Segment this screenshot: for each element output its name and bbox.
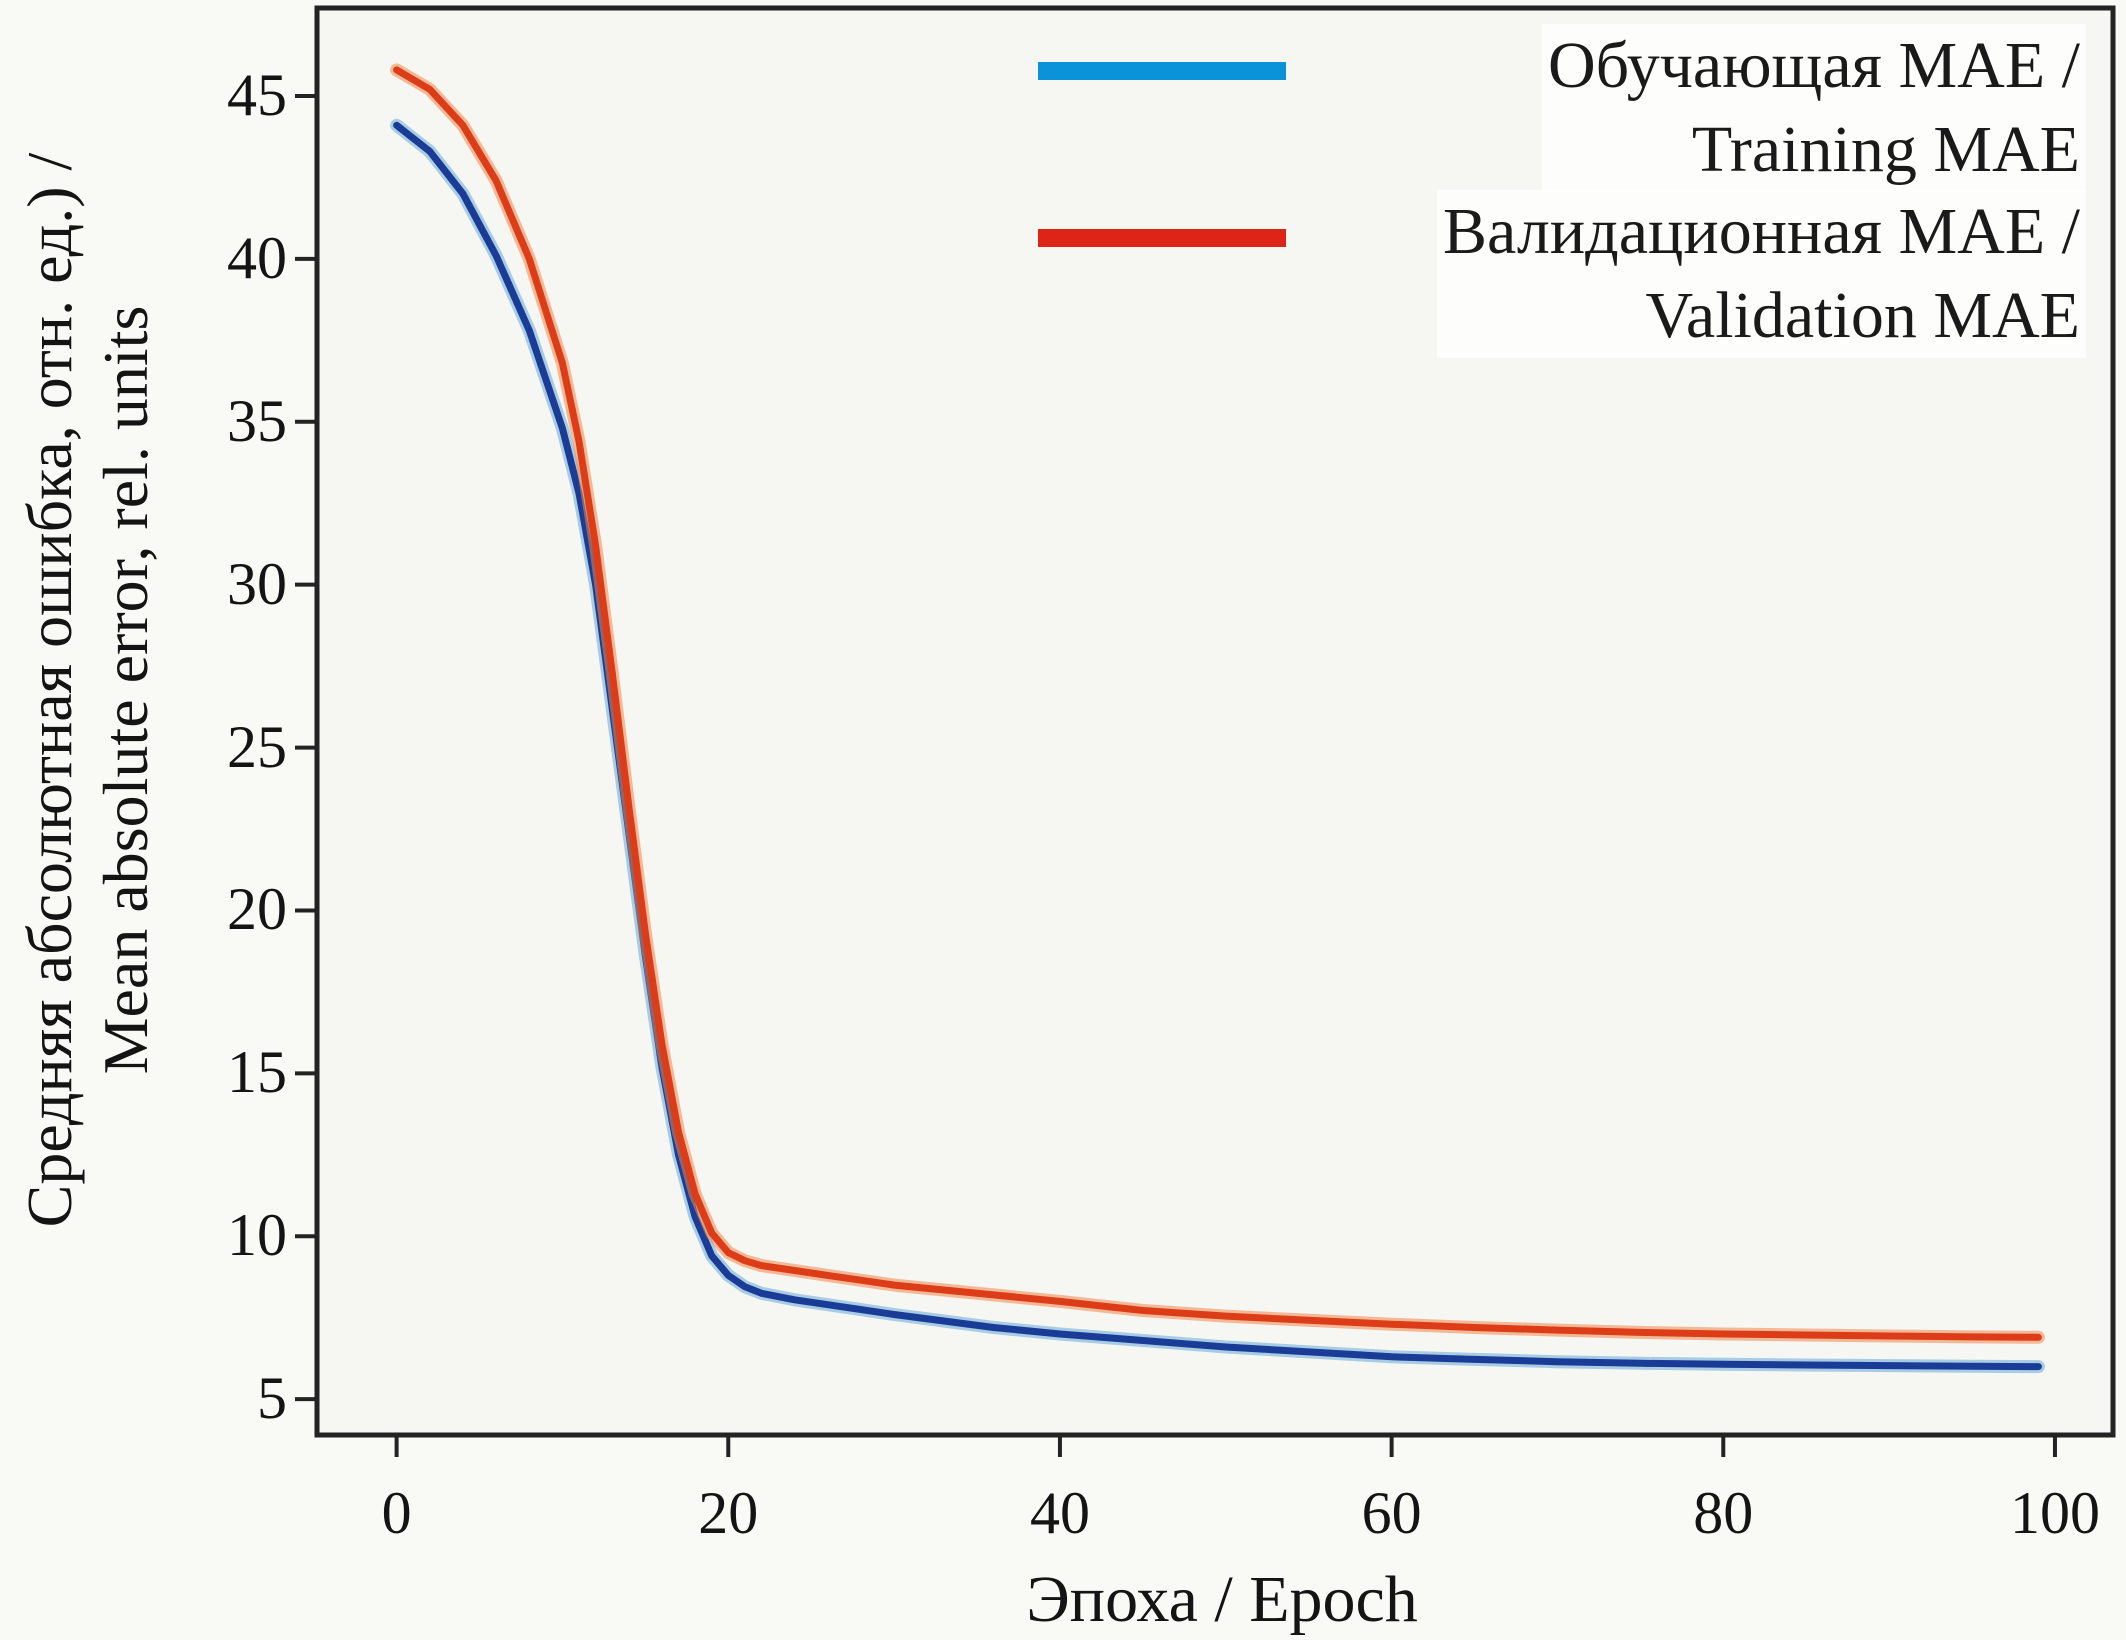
- y-axis-title: Средняя абсолютная ошибка, отн. ед.) / M…: [12, 153, 164, 1228]
- y-tick-label: 35: [227, 387, 287, 454]
- x-tick-label: 60: [1361, 1480, 1422, 1546]
- x-axis-title: Эпоха / Epoch: [1026, 1563, 1418, 1636]
- y-tick-label: 5: [257, 1365, 287, 1432]
- y-tick-label: 40: [227, 224, 287, 291]
- legend-label-training-line1: Обучающая MAE /: [1548, 29, 2080, 102]
- y-axis-title-line-ru: Средняя абсолютная ошибка, отн. ед.) /: [14, 152, 85, 1228]
- y-tick-label: 45: [227, 61, 287, 128]
- y-tick-label: 30: [227, 550, 287, 617]
- y-tick-label: 25: [227, 713, 287, 780]
- series-line-training-mae: [393, 121, 2042, 1371]
- plot-frame: [314, 5, 2116, 1438]
- y-tick-label: 15: [227, 1039, 287, 1106]
- x-tick-label: 20: [698, 1480, 759, 1546]
- y-axis-title-line-en: Mean absolute error, rel. units: [90, 305, 161, 1075]
- x-tick-label: 40: [1029, 1480, 1090, 1546]
- x-tick-label: 100: [2009, 1480, 2100, 1546]
- series-line-validation-mae: [393, 66, 2042, 1341]
- legend-swatch-validation-mae: [1038, 229, 1286, 247]
- legend-label-validation-mae: Валидационная MAE / Validation MAE: [1437, 190, 2086, 358]
- x-tick-label: 0: [381, 1480, 412, 1546]
- legend-label-validation-line2: Validation MAE: [1645, 279, 2080, 352]
- x-tick-label: 80: [1693, 1480, 1754, 1546]
- legend-label-training-mae: Обучающая MAE / Training MAE: [1542, 24, 2086, 192]
- legend-swatch-training-mae: [1038, 62, 1286, 80]
- y-tick-label: 10: [227, 1202, 287, 1269]
- legend-label-validation-line1: Валидационная MAE /: [1443, 195, 2080, 268]
- y-tick-label: 20: [227, 876, 287, 943]
- legend-label-training-line2: Training MAE: [1691, 113, 2080, 186]
